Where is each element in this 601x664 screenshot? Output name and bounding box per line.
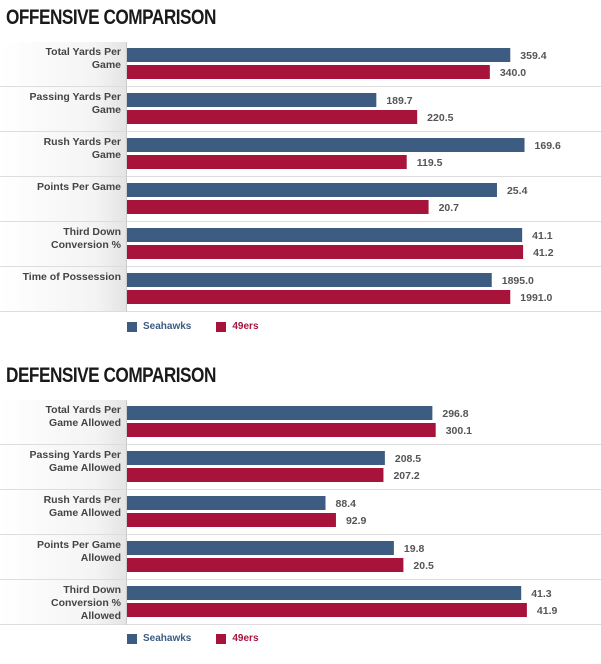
bar-seahawks: [126, 48, 511, 62]
category-label: Rush Yards Per: [44, 136, 121, 148]
bar-49ers: [126, 423, 436, 437]
offensive-comparison-section: OFFENSIVE COMPARISON Total Yards Per Game…: [0, 6, 601, 336]
category-label: Points Per Game: [37, 181, 121, 193]
bar-seahawks: [126, 228, 523, 242]
label-column-background: [0, 400, 126, 625]
data-label-49ers: 220.5: [427, 112, 453, 124]
bar-49ers: [126, 110, 418, 124]
bar-49ers: [126, 513, 336, 527]
data-label-seahawks: 41.1: [532, 230, 553, 242]
seahawks-swatch: [127, 633, 137, 644]
legend-label-49ers: 49ers: [232, 633, 259, 644]
bar-49ers: [126, 558, 404, 572]
data-label-seahawks: 25.4: [507, 185, 528, 197]
bar-49ers: [126, 245, 524, 259]
data-label-seahawks: 41.3: [531, 588, 552, 600]
bar-seahawks: [126, 451, 385, 465]
bar-seahawks: [126, 586, 522, 600]
category-label: Points Per Game: [37, 539, 121, 551]
category-label: Rush Yards Per: [44, 494, 121, 506]
data-label-49ers: 207.2: [393, 470, 419, 482]
data-label-49ers: 300.1: [446, 425, 472, 437]
bar-seahawks: [126, 541, 394, 555]
category-label: Third Down: [63, 226, 121, 238]
category-label: Game: [92, 149, 121, 161]
category-label: Game Allowed: [49, 462, 121, 474]
category-label: Conversion %: [51, 239, 122, 251]
data-label-49ers: 20.7: [439, 202, 460, 214]
bar-49ers: [126, 65, 490, 79]
category-label: Conversion %: [51, 597, 122, 609]
bar-seahawks: [126, 138, 525, 152]
bar-49ers: [126, 603, 527, 617]
bar-49ers: [126, 468, 384, 482]
data-label-seahawks: 19.8: [404, 543, 425, 555]
bar-49ers: [126, 290, 511, 304]
data-label-seahawks: 1895.0: [502, 275, 534, 287]
category-label: Game Allowed: [49, 507, 121, 519]
bar-seahawks: [126, 183, 497, 197]
category-group-time-of-possession: Time of Possession 1895.0 1991.0: [0, 271, 601, 312]
data-label-seahawks: 169.6: [535, 140, 561, 152]
49ers-swatch: [216, 321, 227, 332]
defensive-legend: Seahawks 49ers: [127, 633, 284, 644]
data-label-49ers: 119.5: [417, 157, 443, 169]
category-label: Game Allowed: [49, 417, 121, 429]
data-label-49ers: 20.5: [413, 560, 434, 572]
data-label-49ers: 1991.0: [520, 292, 552, 304]
defensive-comparison-title: DEFENSIVE COMPARISON: [6, 364, 216, 387]
legend-item-49ers: 49ers: [216, 633, 259, 644]
bar-seahawks: [126, 406, 433, 420]
data-label-49ers: 41.9: [537, 605, 558, 617]
49ers-swatch: [216, 633, 227, 644]
data-label-seahawks: 296.8: [442, 408, 468, 420]
legend-label-seahawks: Seahawks: [143, 633, 192, 644]
legend-item-seahawks: Seahawks: [127, 633, 191, 644]
category-label: Allowed: [81, 552, 121, 564]
bar-49ers: [126, 200, 429, 214]
category-label: Total Yards Per: [46, 404, 121, 416]
data-label-seahawks: 189.7: [386, 95, 412, 107]
data-label-49ers: 41.2: [533, 247, 554, 259]
category-label: Passing Yards Per: [30, 91, 121, 103]
offensive-legend: Seahawks 49ers: [127, 321, 284, 332]
seahawks-swatch: [127, 321, 137, 332]
data-label-seahawks: 359.4: [520, 50, 546, 62]
legend-item-seahawks: Seahawks: [127, 321, 191, 332]
category-label: Allowed: [81, 610, 121, 622]
bar-seahawks: [126, 93, 377, 107]
bar-49ers: [126, 155, 407, 169]
offensive-comparison-title: OFFENSIVE COMPARISON: [6, 6, 216, 29]
category-label: Game: [92, 104, 121, 116]
category-label: Time of Possession: [23, 271, 121, 283]
legend-label-seahawks: Seahawks: [143, 321, 192, 332]
bar-seahawks: [126, 496, 326, 510]
category-label: Third Down: [63, 584, 121, 596]
category-group-points-per-game: Points Per Game 25.4 20.7: [0, 181, 601, 222]
data-label-49ers: 92.9: [346, 515, 367, 527]
category-label: Game: [92, 59, 121, 71]
data-label-seahawks: 88.4: [336, 498, 357, 510]
legend-label-49ers: 49ers: [232, 321, 259, 332]
legend-item-49ers: 49ers: [216, 321, 259, 332]
defensive-comparison-section: DEFENSIVE COMPARISON Total Yards Per Game…: [0, 364, 601, 664]
bar-seahawks: [126, 273, 492, 287]
category-label: Passing Yards Per: [30, 449, 121, 461]
data-label-seahawks: 208.5: [395, 453, 421, 465]
data-label-49ers: 340.0: [500, 67, 526, 79]
category-label: Total Yards Per: [46, 46, 121, 58]
